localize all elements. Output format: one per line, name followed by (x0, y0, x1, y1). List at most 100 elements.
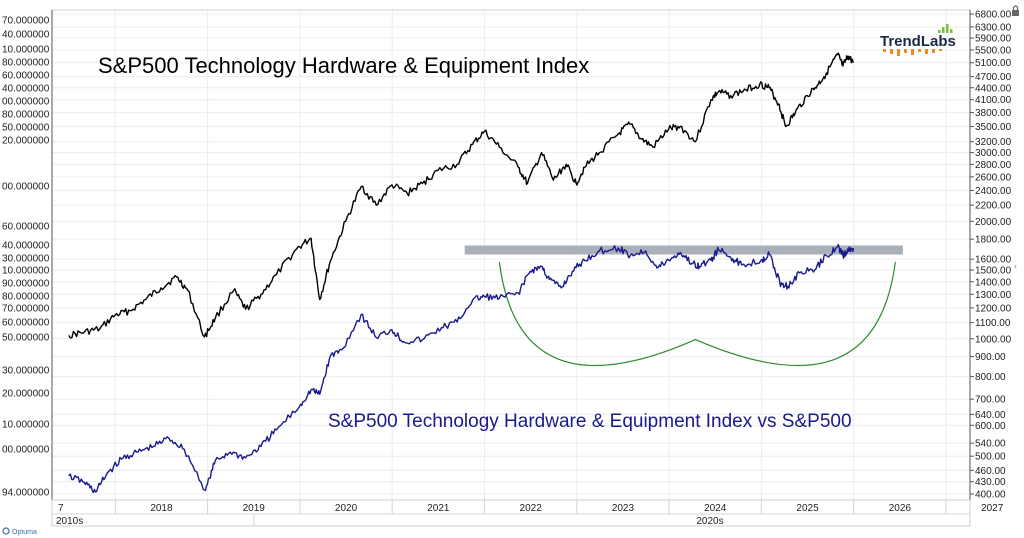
right-tick-label: 2200.00 (975, 201, 1012, 212)
right-tick-label: 1400.00 (975, 277, 1012, 288)
x-tick-label: 2025 (796, 503, 819, 514)
resistance-band (464, 245, 903, 255)
right-tick-label: 500.00 (975, 452, 1006, 463)
right-tick-label: 6800.00 (975, 10, 1012, 21)
series (68, 52, 855, 494)
right-tick-label: 600.00 (975, 421, 1006, 432)
x-tick-label: 2019 (243, 503, 266, 514)
x-axis: 7 2018 2019 2020 2021 2022 2023 2024 2025 2026 202… (51, 499, 1004, 527)
x-axis-band (51, 499, 971, 527)
left-tick-label: 30.000000 (2, 366, 50, 377)
right-tick-label: 4700.00 (975, 72, 1012, 83)
brand-text: Optuma (12, 529, 37, 536)
left-tick-label: 00.000000 (2, 445, 50, 456)
scroll-arrow-icon[interactable]: ‹ (1014, 261, 1017, 271)
rounding-arc (498, 261, 896, 367)
x-group-label: 2020s (696, 516, 723, 527)
x-tick-label: 2023 (612, 503, 635, 514)
right-tick-label: 5100.00 (975, 58, 1012, 69)
logo-bar (942, 27, 945, 33)
left-axis: 70.000000 40.000000 10.000000 80.000000 60.0… (2, 10, 53, 500)
right-tick-label: 640.00 (975, 410, 1006, 421)
left-tick-label: 10.000000 (2, 420, 50, 431)
right-tick-label: 1200.00 (975, 303, 1012, 314)
right-tick-label: 900.00 (975, 352, 1006, 363)
right-tick-label: 1500.00 (975, 266, 1012, 277)
logo-tick (925, 49, 928, 54)
trendlabs-logo: TrendLabs (880, 24, 956, 56)
logo-tick (932, 49, 935, 53)
logo-bar (946, 24, 949, 33)
right-tick-label: 540.00 (975, 439, 1006, 450)
right-tick-label: 5900.00 (975, 34, 1012, 45)
right-tick-label: 430.00 (975, 477, 1006, 488)
left-tick-label: 60.000000 (2, 222, 50, 233)
right-tick-label: 1800.00 (975, 235, 1012, 246)
left-tick-label: 50.000000 (2, 123, 50, 134)
x-tick-label: 7 (58, 503, 64, 514)
right-tick-label: 1000.00 (975, 334, 1012, 345)
left-tick-label: 00.000000 (2, 97, 50, 108)
right-tick-label: 2000.00 (975, 217, 1012, 228)
title-black-annotation: S&P500 Technology Hardware & Equipment I… (98, 53, 589, 78)
logo-tick (897, 49, 900, 56)
right-tick-label: 6300.00 (975, 22, 1012, 33)
left-tick-label: 50.000000 (2, 333, 50, 344)
logo-bar (938, 30, 941, 33)
overlays (464, 245, 903, 367)
logo-tick (939, 49, 942, 51)
right-tick-label: 2400.00 (975, 186, 1012, 197)
logo-bars-icon (883, 24, 953, 56)
right-tick-label: 3800.00 (975, 108, 1012, 119)
left-tick-label: 70.000000 (2, 16, 50, 27)
x-tick-label: 2026 (889, 503, 912, 514)
right-tick-label: 4400.00 (975, 83, 1012, 94)
left-tick-label: 94.000000 (2, 488, 50, 499)
lock-icon (1012, 5, 1019, 16)
right-tick-label: 2600.00 (975, 172, 1012, 183)
title-blue-annotation: S&P500 Technology Hardware & Equipment I… (328, 411, 852, 432)
logo-text: TrendLabs (880, 33, 956, 50)
logo-tick (911, 49, 914, 55)
right-tick-label: 1600.00 (975, 255, 1012, 266)
left-tick-label: 90.000000 (2, 279, 50, 290)
x-tick-label: 2020 (335, 503, 358, 514)
logo-tick (904, 49, 907, 53)
grid (52, 10, 970, 500)
logo-tick (883, 49, 886, 52)
left-tick-label: 70.000000 (2, 304, 50, 315)
left-tick-label: 00.000000 (2, 182, 50, 193)
left-tick-label: 80.000000 (2, 110, 50, 121)
logo-tick (890, 49, 893, 54)
left-tick-label: 10.000000 (2, 45, 50, 56)
right-tick-label: 3500.00 (975, 122, 1012, 133)
left-tick-label: 40.000000 (2, 241, 50, 252)
x-tick-label: 2022 (520, 503, 543, 514)
optuma-brand: Optuma (2, 527, 37, 536)
right-tick-label: 3200.00 (975, 137, 1012, 148)
right-tick-label: 700.00 (975, 395, 1006, 406)
right-tick-label: 460.00 (975, 466, 1006, 477)
x-group-label: 2010s (56, 516, 83, 527)
right-tick-label: 3000.00 (975, 148, 1012, 159)
left-tick-label: 80.000000 (2, 292, 50, 303)
left-tick-label: 60.000000 (2, 71, 50, 82)
series-line-index (68, 52, 855, 339)
logo-bar (950, 29, 953, 33)
left-tick-label: 10.000000 (2, 266, 50, 277)
x-tick-label: 2018 (150, 503, 173, 514)
right-tick-label: 5500.00 (975, 45, 1012, 56)
left-tick-label: 30.000000 (2, 254, 50, 265)
left-tick-label: 60.000000 (2, 318, 50, 329)
x-tick-label: 2024 (704, 503, 727, 514)
series-line-ratio (68, 243, 855, 494)
right-tick-label: 1300.00 (975, 290, 1012, 301)
right-tick-label: 4100.00 (975, 95, 1012, 106)
left-tick-label: 40.000000 (2, 30, 50, 41)
right-tick-label: 2800.00 (975, 160, 1012, 171)
left-tick-label: 20.000000 (2, 136, 50, 147)
right-tick-label: 400.00 (975, 490, 1006, 501)
x-tick-label: 2027 (981, 503, 1004, 514)
